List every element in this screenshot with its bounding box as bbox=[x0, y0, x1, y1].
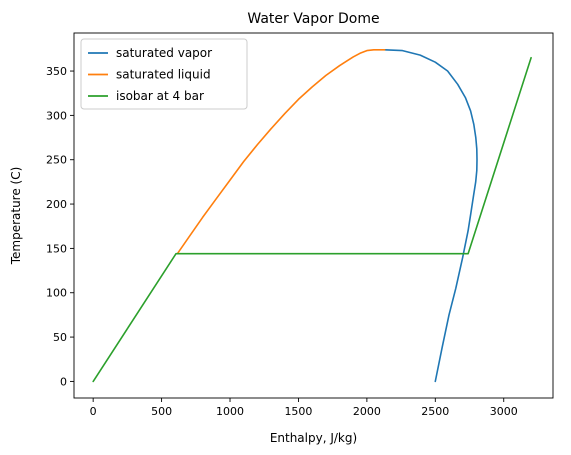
plot-frame bbox=[73, 32, 554, 399]
x-tick-label-0: 0 bbox=[90, 405, 97, 418]
legend-box bbox=[80, 38, 248, 110]
plot-area bbox=[92, 48, 532, 383]
series-line-0 bbox=[383, 48, 478, 383]
x-axis-label: Enthalpy, J/kg) bbox=[270, 431, 357, 445]
x-tick-label-5: 2500 bbox=[421, 405, 449, 418]
y-tick-label-2: 100 bbox=[46, 287, 67, 300]
x-tick-label-1: 500 bbox=[151, 405, 172, 418]
y-axis-label: Temperature (C) bbox=[9, 167, 23, 266]
y-tick-label-3: 150 bbox=[46, 242, 67, 255]
chart-title: Water Vapor Dome bbox=[247, 11, 379, 27]
y-tick-label-6: 300 bbox=[46, 109, 67, 122]
axes: 0 500 1000 1500 2000 2500 3000 0 50 100 150 200 250 3… bbox=[46, 32, 554, 418]
legend-label-2: isobar at 4 bar bbox=[116, 89, 204, 103]
x-tick-label-4: 2000 bbox=[353, 405, 381, 418]
y-tick-label-5: 250 bbox=[46, 154, 67, 167]
series-line-1 bbox=[177, 48, 386, 254]
series-line-2 bbox=[92, 56, 532, 383]
y-tick-label-0: 0 bbox=[60, 375, 67, 388]
x-tick-label-6: 3000 bbox=[490, 405, 518, 418]
legend-label-0: saturated vapor bbox=[116, 46, 212, 60]
y-tick-label-7: 350 bbox=[46, 65, 67, 78]
x-tick-label-2: 1000 bbox=[216, 405, 244, 418]
y-tick-label-1: 50 bbox=[53, 331, 67, 344]
legend-label-1: saturated liquid bbox=[116, 68, 211, 82]
legend: saturated vapor saturated liquid isobar at… bbox=[80, 38, 248, 110]
x-tick-label-3: 1500 bbox=[284, 405, 312, 418]
y-tick-label-4: 200 bbox=[46, 198, 67, 211]
